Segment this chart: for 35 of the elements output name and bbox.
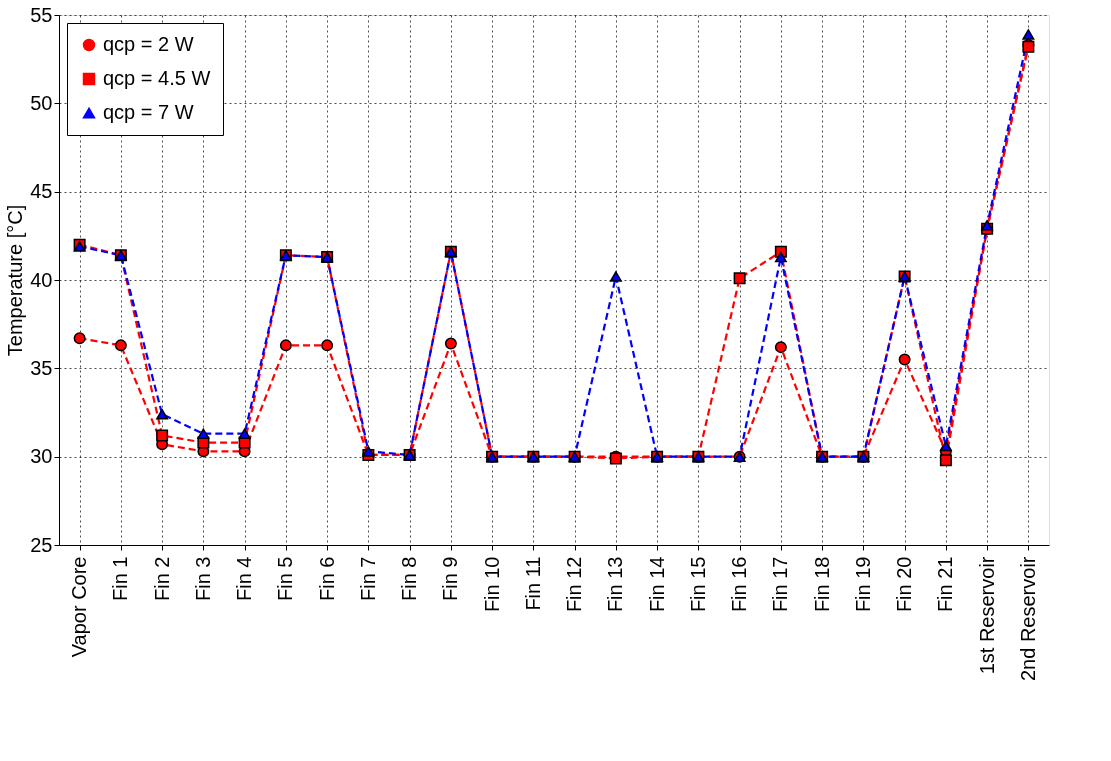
x-tick-label: Fin 10 xyxy=(480,556,503,613)
x-tick-label: Fin 17 xyxy=(769,556,792,613)
x-tick-label: Fin 21 xyxy=(934,556,957,613)
y-axis-title: Temperature [°C] xyxy=(4,204,27,357)
x-tick-label: Fin 3 xyxy=(191,556,214,601)
x-tick-label: Fin 12 xyxy=(563,556,586,613)
y-tick-label: 55 xyxy=(30,3,53,26)
x-tick-label: Fin 16 xyxy=(728,556,751,613)
x-tick-label: Fin 8 xyxy=(398,556,421,601)
x-tick-label: Fin 2 xyxy=(150,556,173,601)
x-tick-label: Fin 18 xyxy=(810,556,833,613)
x-tick-label: 1st Reservoir xyxy=(975,556,998,675)
x-tick-label: Fin 6 xyxy=(315,556,338,601)
x-tick-label: Fin 14 xyxy=(645,556,668,613)
y-tick-label: 35 xyxy=(30,356,53,379)
x-tick-label: Fin 20 xyxy=(893,556,916,613)
x-tick-label: Fin 9 xyxy=(439,556,462,601)
x-tick-label: Vapor Core xyxy=(68,556,91,658)
x-tick-label: 2nd Reservoir xyxy=(1016,556,1039,682)
x-tick-label: Fin 1 xyxy=(109,556,132,601)
legend-label: qcp = 4.5 W xyxy=(103,67,211,89)
x-tick-label: Fin 11 xyxy=(521,556,544,611)
y-tick-label: 25 xyxy=(30,533,53,556)
x-tick-label: Fin 4 xyxy=(233,556,256,601)
legend-label: qcp = 7 W xyxy=(103,101,194,123)
x-tick-label: Fin 7 xyxy=(356,556,379,601)
x-tick-label: Fin 13 xyxy=(604,556,627,613)
y-tick-label: 30 xyxy=(30,445,53,468)
x-tick-label: Fin 15 xyxy=(686,556,709,613)
legend-label: qcp = 2 W xyxy=(103,33,194,55)
y-tick-label: 40 xyxy=(30,268,53,291)
x-tick-label: Fin 5 xyxy=(274,556,297,601)
y-tick-label: 50 xyxy=(30,91,53,114)
y-tick-label: 45 xyxy=(30,180,53,203)
x-tick-label: Fin 19 xyxy=(851,556,874,613)
